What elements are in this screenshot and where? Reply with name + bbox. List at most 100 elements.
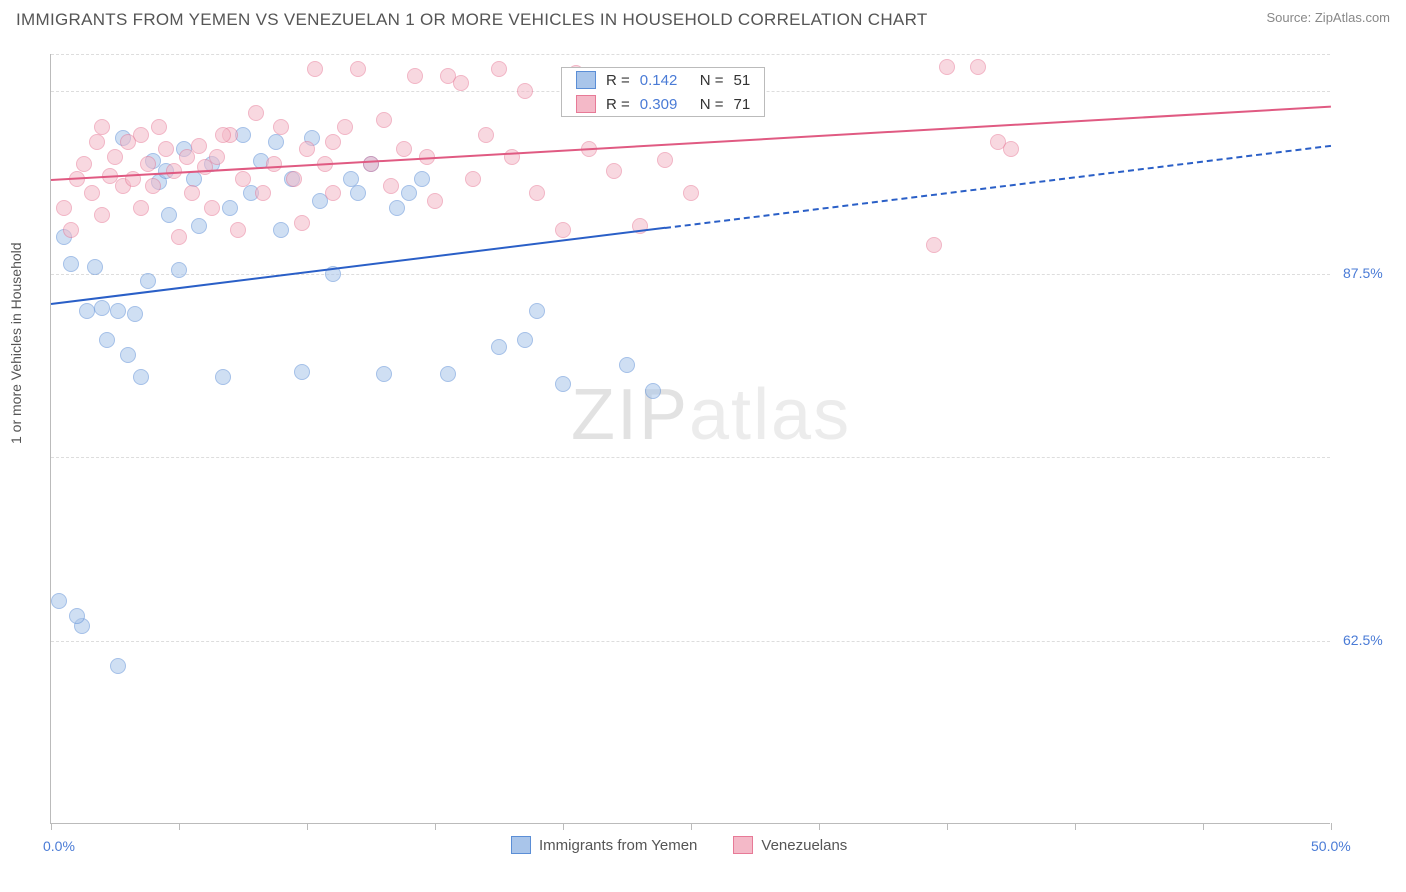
scatter-point: [1003, 141, 1019, 157]
scatter-point: [120, 347, 136, 363]
scatter-point: [151, 119, 167, 135]
scatter-point: [161, 207, 177, 223]
scatter-point: [94, 207, 110, 223]
stat-N-value: 71: [734, 96, 751, 113]
chart-title: IMMIGRANTS FROM YEMEN VS VENEZUELAN 1 OR…: [16, 10, 928, 30]
scatter-point: [606, 163, 622, 179]
scatter-point: [140, 273, 156, 289]
scatter-point: [63, 256, 79, 272]
stats-row: R = 0.309 N = 71: [562, 92, 764, 116]
scatter-point: [970, 59, 986, 75]
scatter-point: [376, 112, 392, 128]
scatter-point: [191, 138, 207, 154]
scatter-point: [465, 171, 481, 187]
scatter-point: [99, 332, 115, 348]
scatter-point: [273, 119, 289, 135]
scatter-point: [107, 149, 123, 165]
scatter-point: [63, 222, 79, 238]
legend-label: Immigrants from Yemen: [539, 837, 697, 854]
stats-row: R =0.142N =51: [562, 68, 764, 92]
stat-R-value: 0.142: [640, 72, 690, 89]
scatter-point: [158, 141, 174, 157]
scatter-point: [350, 185, 366, 201]
x-tick: [51, 823, 52, 830]
scatter-point: [401, 185, 417, 201]
plot-region: ZIPatlas 62.5%87.5%0.0%50.0%R =0.142N =5…: [50, 54, 1330, 824]
y-tick-label: 62.5%: [1343, 632, 1383, 648]
scatter-point: [325, 134, 341, 150]
scatter-point: [84, 185, 100, 201]
legend-swatch: [576, 71, 596, 89]
scatter-point: [555, 222, 571, 238]
x-tick-label: 0.0%: [43, 838, 75, 854]
x-tick: [1331, 823, 1332, 830]
scatter-point: [491, 61, 507, 77]
gridline-h: [51, 641, 1330, 642]
stat-R-label: R =: [606, 96, 630, 113]
scatter-point: [140, 156, 156, 172]
scatter-point: [87, 259, 103, 275]
scatter-point: [56, 200, 72, 216]
x-tick: [307, 823, 308, 830]
scatter-point: [248, 105, 264, 121]
scatter-point: [110, 658, 126, 674]
x-tick: [563, 823, 564, 830]
scatter-point: [307, 61, 323, 77]
scatter-point: [266, 156, 282, 172]
scatter-point: [133, 369, 149, 385]
stat-N-value: 51: [734, 72, 751, 89]
x-tick-label: 50.0%: [1311, 838, 1351, 854]
scatter-point: [619, 357, 635, 373]
source-label: Source: ZipAtlas.com: [1266, 10, 1390, 25]
x-tick: [1075, 823, 1076, 830]
scatter-point: [383, 178, 399, 194]
legend-item: Immigrants from Yemen: [511, 836, 697, 854]
scatter-point: [255, 185, 271, 201]
scatter-point: [683, 185, 699, 201]
scatter-point: [529, 185, 545, 201]
legend-swatch: [576, 95, 596, 113]
scatter-point: [69, 608, 85, 624]
bottom-legend: Immigrants from Yemen Venezuelans: [511, 836, 847, 854]
scatter-point: [133, 200, 149, 216]
gridline-h: [51, 274, 1330, 275]
scatter-point: [517, 332, 533, 348]
scatter-point: [145, 178, 161, 194]
scatter-point: [184, 185, 200, 201]
scatter-point: [343, 171, 359, 187]
scatter-point: [407, 68, 423, 84]
legend-item: Venezuelans: [733, 836, 847, 854]
scatter-point: [171, 262, 187, 278]
scatter-point: [555, 376, 571, 392]
scatter-point: [268, 134, 284, 150]
scatter-point: [414, 171, 430, 187]
scatter-point: [51, 593, 67, 609]
scatter-point: [478, 127, 494, 143]
scatter-point: [939, 59, 955, 75]
scatter-point: [350, 61, 366, 77]
scatter-point: [299, 141, 315, 157]
legend-swatch: [733, 836, 753, 854]
scatter-point: [209, 149, 225, 165]
scatter-point: [94, 300, 110, 316]
x-tick: [1203, 823, 1204, 830]
scatter-point: [222, 200, 238, 216]
stat-R-value: 0.309: [640, 96, 690, 113]
scatter-point: [76, 156, 92, 172]
scatter-point: [337, 119, 353, 135]
scatter-point: [396, 141, 412, 157]
scatter-point: [657, 152, 673, 168]
scatter-point: [286, 171, 302, 187]
stat-N-label: N =: [700, 96, 724, 113]
x-tick: [819, 823, 820, 830]
scatter-point: [491, 339, 507, 355]
stats-legend: R = 0.142 N = 51 R = 0.309 N = 71: [561, 67, 765, 117]
scatter-point: [325, 185, 341, 201]
gridline-h: [51, 54, 1330, 55]
scatter-point: [110, 303, 126, 319]
x-tick: [179, 823, 180, 830]
scatter-point: [191, 218, 207, 234]
scatter-point: [517, 83, 533, 99]
scatter-point: [89, 134, 105, 150]
stat-R-label: R =: [606, 72, 630, 89]
